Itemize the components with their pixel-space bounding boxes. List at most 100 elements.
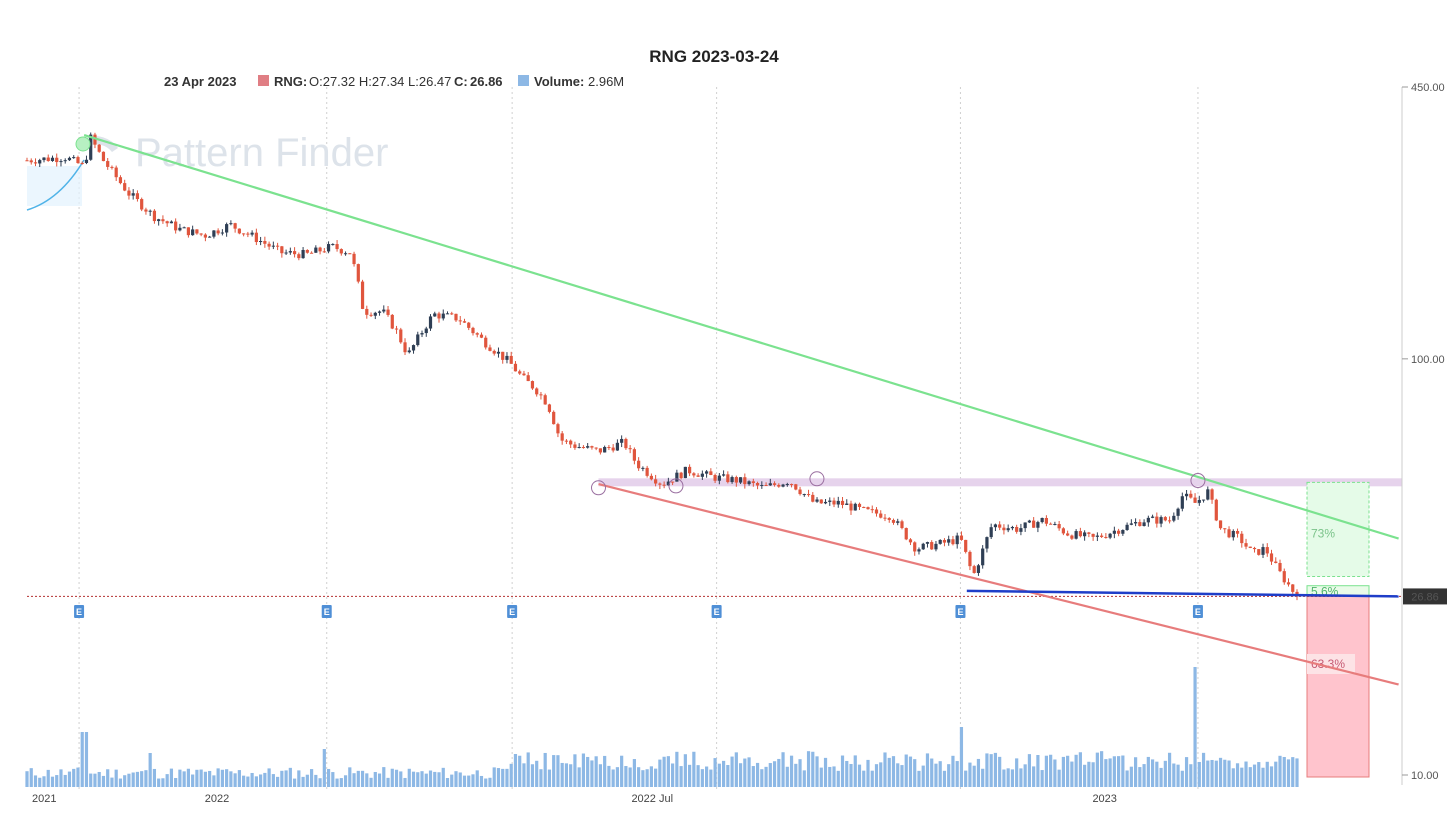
- volume-bar: [225, 769, 229, 787]
- volume-bar: [1023, 764, 1027, 787]
- pivot-circle: [668, 478, 684, 494]
- legend-close-value: 26.86: [470, 74, 503, 89]
- candle-body: [229, 223, 233, 225]
- candle-body: [976, 565, 981, 573]
- candle-body: [1133, 522, 1138, 524]
- candle-body: [1091, 533, 1095, 537]
- candle-body: [280, 246, 284, 254]
- down-projection-box: [1306, 595, 1370, 778]
- volume-bar: [989, 754, 993, 787]
- volume-bar: [641, 770, 645, 787]
- trendlines: [83, 133, 1399, 686]
- candle-body: [564, 440, 569, 442]
- candle-body: [1244, 543, 1248, 547]
- volume-bar: [896, 763, 900, 787]
- volume-bar: [360, 770, 365, 787]
- volume-bar: [1087, 761, 1091, 787]
- candle-body: [356, 264, 360, 282]
- volume-bar: [199, 769, 203, 787]
- volume-bar: [369, 777, 373, 787]
- volume-bar: [798, 759, 802, 787]
- candle-body: [46, 157, 50, 162]
- candle-body: [1214, 499, 1218, 521]
- candle-body: [1210, 489, 1214, 500]
- volume-bar: [845, 760, 849, 787]
- candle-body: [968, 551, 972, 567]
- volume-bar: [547, 769, 552, 787]
- candle-body: [42, 157, 46, 161]
- candle-body: [1218, 520, 1223, 529]
- candle-body: [365, 308, 369, 315]
- candle-body: [1291, 584, 1295, 592]
- candle-body: [1261, 547, 1265, 555]
- down-pct-label: 63.3%: [1311, 657, 1345, 671]
- volume-bar: [1282, 756, 1286, 787]
- volume-bar: [1049, 754, 1053, 787]
- candle-body: [1006, 528, 1010, 531]
- volume-bar: [1227, 760, 1231, 787]
- candle-body: [59, 161, 63, 163]
- volume-bar: [921, 765, 925, 787]
- volume-bar: [632, 759, 636, 787]
- candle-body: [297, 254, 301, 259]
- volume-bar: [586, 756, 590, 787]
- volume-bar: [441, 767, 445, 787]
- volume-bar: [1095, 752, 1099, 787]
- volume-bar: [288, 767, 292, 787]
- candle-body: [1027, 520, 1032, 523]
- candle-body: [1163, 517, 1167, 521]
- candle-body: [513, 363, 518, 372]
- volume-bar: [938, 761, 942, 787]
- volume-bar: [416, 772, 420, 787]
- candle-body: [874, 509, 879, 514]
- candle-body: [496, 351, 501, 354]
- candle-body: [615, 442, 620, 451]
- candle-body: [679, 472, 683, 479]
- volume-bar: [1248, 767, 1252, 787]
- candle-body: [509, 355, 513, 364]
- candle-body: [492, 350, 496, 354]
- candle-body: [1176, 508, 1180, 516]
- volume-bar: [1146, 756, 1150, 787]
- volume-bar: [365, 773, 369, 787]
- volume-bar: [904, 754, 908, 787]
- candle-body: [730, 477, 734, 483]
- volume-bar: [1036, 754, 1040, 787]
- resistance-band-rect: [598, 478, 1402, 487]
- volume-bar: [806, 751, 811, 787]
- candle-body: [454, 313, 458, 321]
- volume-bar: [407, 768, 411, 787]
- candle-body: [951, 539, 955, 545]
- volume-bar: [577, 767, 581, 787]
- candle-body: [76, 157, 80, 164]
- volume-bar: [373, 771, 377, 787]
- candle-body: [1121, 529, 1125, 534]
- candle-body: [84, 159, 89, 164]
- volume-bar: [479, 775, 484, 787]
- volume-bar: [106, 769, 110, 787]
- volume-bar: [917, 770, 921, 787]
- volume-bar: [581, 753, 586, 787]
- volume-bar: [492, 767, 496, 787]
- volume-bar: [233, 773, 237, 787]
- resistance-band: [26, 159, 1402, 487]
- candle-body: [1150, 516, 1155, 518]
- volume-bar: [968, 762, 972, 787]
- volume-bar: [1189, 764, 1193, 787]
- support-line: [966, 589, 1399, 598]
- volume-bar: [611, 769, 615, 787]
- candle-body: [1053, 524, 1057, 526]
- candle-body: [1286, 582, 1291, 585]
- earnings-marker-label: E: [324, 607, 330, 617]
- pivot-circle: [809, 471, 825, 487]
- volume-bar: [760, 769, 764, 787]
- volume-bar: [730, 756, 734, 787]
- volume-bar: [135, 771, 140, 787]
- candle-body: [535, 388, 539, 395]
- volume-bar: [1066, 755, 1070, 787]
- candle-body: [233, 223, 237, 229]
- volume-bar: [683, 754, 687, 787]
- candle-body: [930, 542, 934, 550]
- volume-bar: [1214, 760, 1218, 787]
- volume-bar: [157, 778, 161, 787]
